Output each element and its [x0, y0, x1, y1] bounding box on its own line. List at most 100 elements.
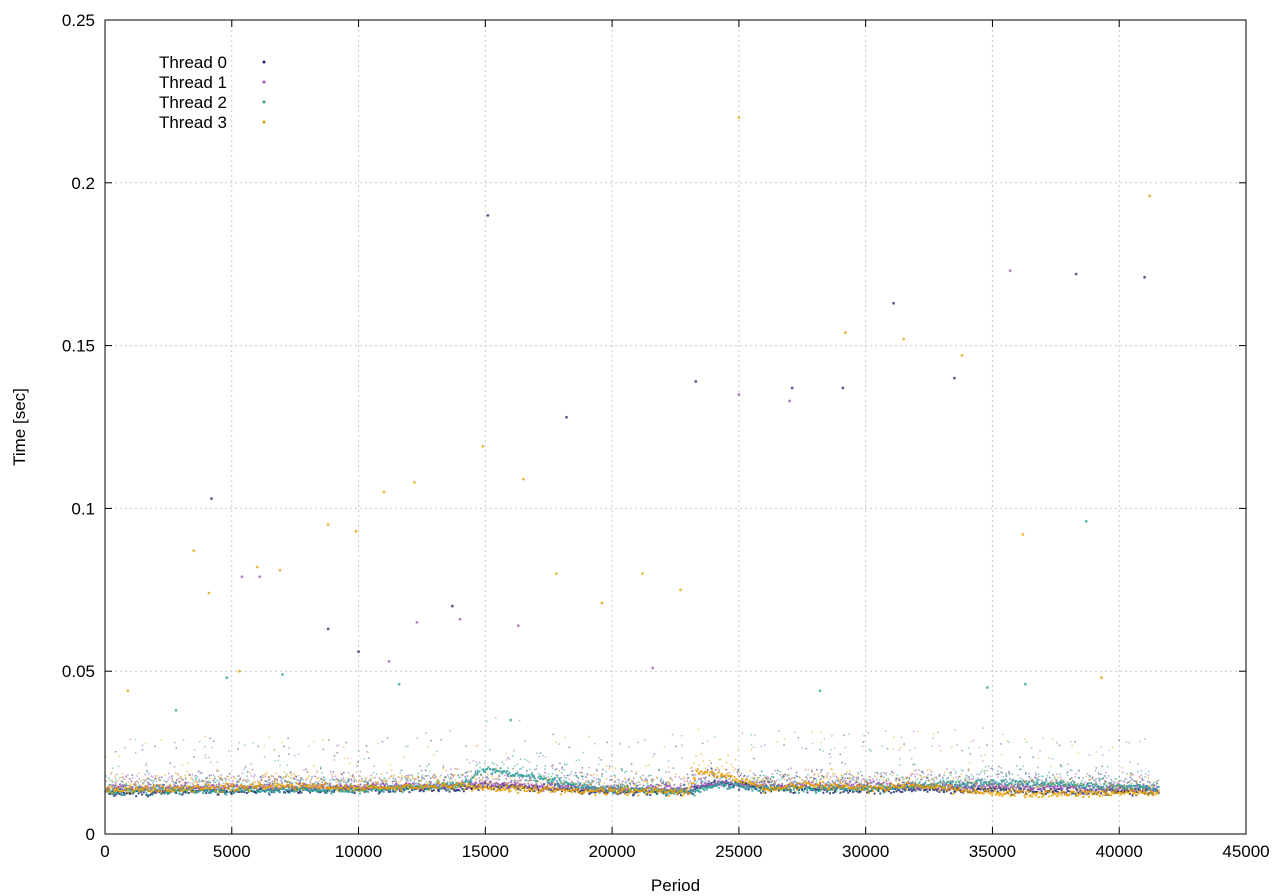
data-point — [1005, 775, 1008, 777]
data-point — [933, 780, 936, 783]
data-point — [1081, 784, 1084, 787]
data-point — [972, 775, 975, 778]
data-point — [1090, 782, 1093, 785]
data-point — [314, 788, 317, 791]
data-point — [1031, 787, 1034, 790]
data-point — [708, 784, 711, 787]
data-point — [273, 781, 276, 784]
data-point — [326, 790, 329, 793]
data-point — [247, 791, 250, 794]
data-point — [706, 786, 709, 789]
data-point — [1058, 783, 1061, 786]
data-point — [1074, 741, 1076, 743]
data-point — [425, 780, 428, 783]
data-point — [594, 788, 597, 791]
data-point — [295, 778, 298, 781]
data-point — [231, 779, 234, 782]
data-point — [1105, 781, 1107, 783]
data-point — [775, 786, 778, 789]
data-point — [302, 779, 305, 781]
data-point — [267, 781, 270, 784]
data-point — [618, 779, 621, 781]
data-point — [400, 785, 403, 788]
data-point — [274, 784, 277, 787]
data-point — [1137, 770, 1139, 773]
data-point — [578, 791, 581, 794]
data-point — [865, 791, 868, 794]
data-point — [442, 787, 445, 790]
data-point — [207, 784, 209, 786]
data-point — [681, 778, 684, 780]
data-point — [782, 775, 784, 778]
data-point — [173, 783, 175, 786]
data-point — [714, 781, 717, 784]
data-point — [299, 785, 302, 788]
data-point — [1016, 785, 1019, 788]
data-point — [299, 779, 302, 781]
data-point — [439, 786, 442, 789]
data-point — [924, 788, 927, 791]
data-point — [597, 777, 600, 780]
data-point — [756, 781, 758, 784]
data-point — [954, 772, 957, 775]
data-point — [278, 789, 281, 792]
data-point — [779, 774, 781, 776]
data-point — [260, 783, 263, 786]
data-point — [423, 788, 426, 791]
data-point — [253, 774, 256, 776]
data-point — [1075, 787, 1078, 790]
data-point — [257, 784, 260, 787]
data-point — [172, 789, 175, 792]
data-point — [311, 775, 313, 778]
data-point — [943, 783, 946, 785]
data-point — [553, 776, 556, 779]
data-point — [829, 776, 832, 778]
data-point — [1138, 784, 1141, 787]
data-point — [459, 776, 462, 778]
data-point — [201, 779, 203, 782]
data-point — [767, 776, 770, 779]
data-point — [1046, 784, 1049, 787]
data-point — [173, 784, 176, 787]
data-point — [306, 777, 309, 779]
data-point — [440, 774, 442, 776]
data-point — [354, 778, 357, 781]
data-point — [1051, 782, 1053, 784]
data-point — [184, 782, 187, 785]
data-point — [213, 790, 216, 793]
data-point — [461, 779, 464, 781]
data-point — [294, 778, 296, 780]
data-point — [272, 782, 275, 785]
data-point — [632, 780, 634, 783]
data-point — [764, 744, 766, 746]
data-point — [258, 783, 261, 786]
data-point — [1155, 790, 1158, 793]
data-point — [468, 779, 470, 781]
data-point — [897, 788, 900, 791]
data-point — [202, 788, 205, 791]
data-point — [950, 786, 953, 789]
data-point — [1088, 754, 1091, 756]
data-point — [118, 755, 120, 758]
data-point — [1069, 769, 1072, 771]
data-point — [992, 768, 994, 771]
data-point — [158, 776, 161, 779]
data-point — [801, 747, 803, 749]
data-point — [848, 773, 851, 775]
data-point — [1096, 786, 1099, 789]
data-point — [1135, 791, 1138, 794]
data-point — [1007, 782, 1010, 785]
data-point — [367, 788, 370, 791]
data-point — [400, 769, 403, 772]
data-point — [319, 767, 322, 770]
data-point — [596, 770, 598, 772]
data-point — [1122, 787, 1125, 790]
data-point — [566, 763, 568, 766]
data-point — [411, 789, 414, 792]
data-point — [978, 787, 981, 790]
data-point — [857, 776, 859, 779]
data-point — [941, 777, 944, 780]
data-point — [274, 749, 276, 752]
data-point — [637, 741, 639, 744]
data-point — [234, 785, 236, 787]
